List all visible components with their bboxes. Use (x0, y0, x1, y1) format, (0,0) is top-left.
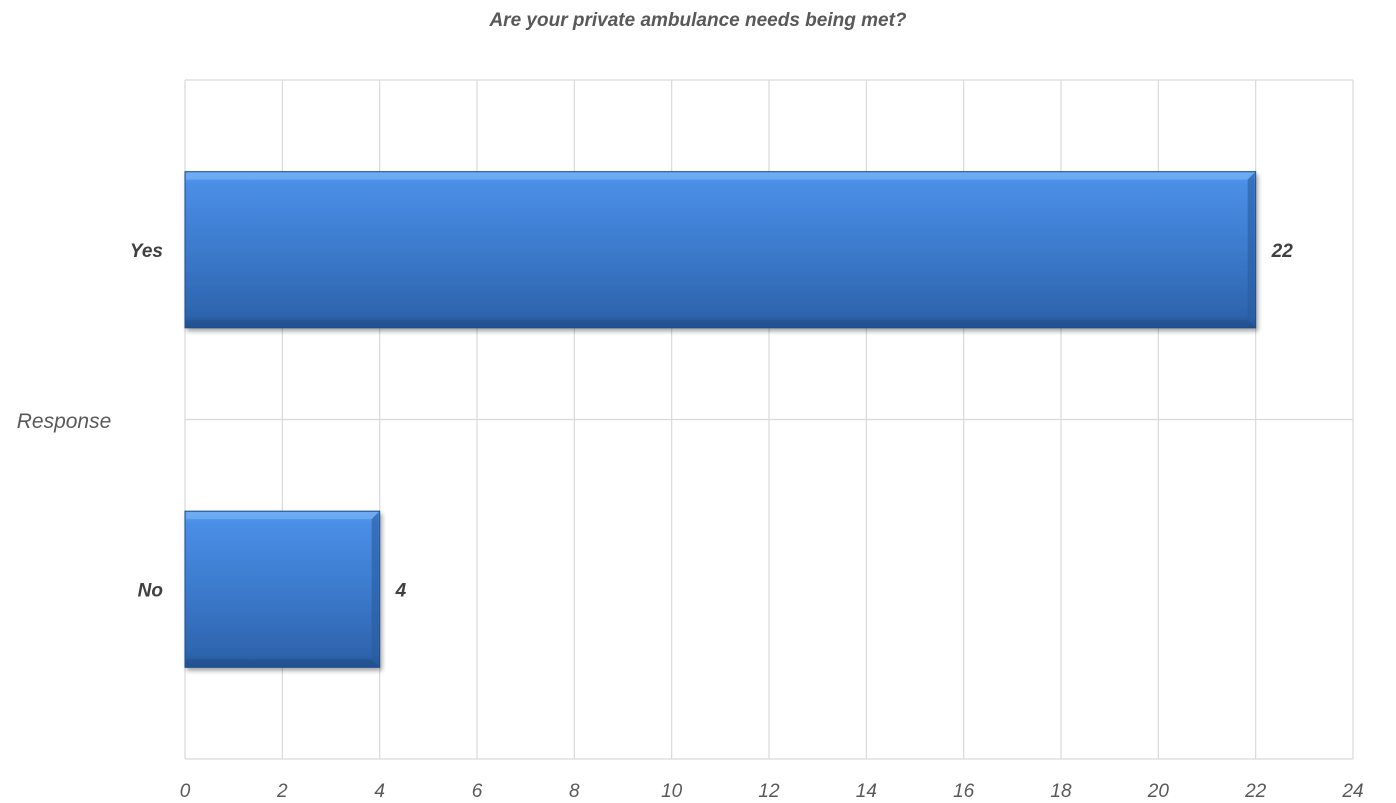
x-tick-label: 8 (569, 781, 580, 802)
bar-bevel-top (186, 172, 1255, 180)
category-label: No (138, 580, 163, 601)
bar-rect (184, 171, 1257, 329)
x-tick-label: 22 (1244, 781, 1267, 802)
data-label: 4 (395, 580, 407, 601)
data-labels: 22 4 (395, 241, 1294, 602)
x-tick-label: 12 (758, 781, 780, 802)
x-tick-label: 24 (1341, 781, 1363, 802)
x-tick-label: 16 (953, 781, 975, 802)
x-tick-label: 10 (661, 781, 683, 802)
bar-rect (184, 510, 381, 668)
bar-no (184, 510, 381, 668)
x-tick-label: 14 (856, 781, 877, 802)
bar-bevel-right (1247, 172, 1255, 327)
x-tick-label: 4 (374, 781, 385, 802)
bar-yes (184, 171, 1257, 329)
x-tick-label: 2 (276, 781, 288, 802)
chart-title: Are your private ambulance needs being m… (488, 10, 906, 31)
category-labels: Yes No (130, 241, 163, 602)
y-axis-label: Response (17, 410, 112, 433)
bar-bevel-bottom (186, 319, 1255, 327)
x-tick-label: 18 (1050, 781, 1072, 802)
x-axis-ticks: 0 2 4 6 8 10 12 14 16 18 20 22 24 (180, 781, 1364, 802)
x-tick-label: 0 (180, 781, 191, 802)
x-tick-label: 6 (472, 781, 483, 802)
x-tick-label: 20 (1147, 781, 1170, 802)
data-label: 22 (1271, 241, 1294, 262)
bar-bevel-bottom (186, 659, 379, 667)
bar-bevel-top (186, 512, 379, 520)
bar-bevel-right (371, 512, 379, 667)
bars (184, 171, 1257, 668)
category-label: Yes (130, 241, 163, 262)
